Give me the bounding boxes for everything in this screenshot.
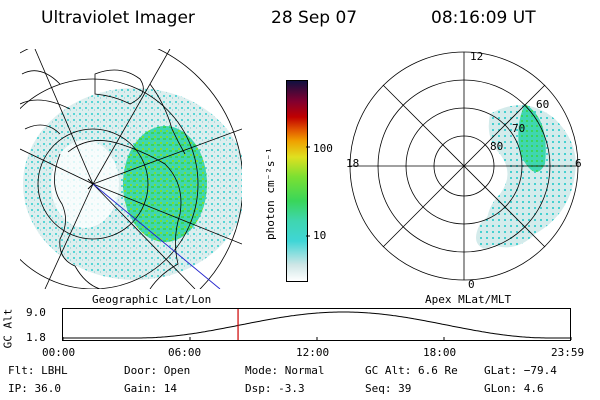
lat-label-70: 70 (512, 122, 525, 135)
app-title: Ultraviolet Imager (41, 8, 195, 28)
colorbar (286, 80, 308, 282)
altitude-curve (63, 311, 571, 339)
aurora-oval-region (486, 105, 576, 248)
altitude-ylabel: GC Alt (1, 308, 15, 349)
colorbar-tick-100-label: 100 (313, 142, 333, 155)
aurora-bright-region (123, 126, 207, 242)
colorbar-tick-10-label: 10 (313, 229, 327, 242)
colorbar-axis: 100 10 photon cm⁻²s⁻¹ (264, 146, 310, 240)
altitude-ymin: 1.8 (26, 331, 46, 344)
time-label: 08:16:09 UT (431, 8, 536, 28)
lat-label-80: 80 (490, 140, 503, 153)
geographic-caption: Geographic Lat/Lon (92, 293, 212, 306)
mlt-label-12: 12 (470, 50, 483, 63)
info-glat: GLat: −79.4 (484, 364, 557, 377)
info-glon: GLon: 4.6 (484, 382, 544, 395)
info-mode: Mode: Normal (245, 364, 325, 377)
mlt-label-18: 18 (346, 157, 359, 170)
info-gc-alt: GC Alt: 6.6 Re (365, 364, 458, 377)
info-ip: IP: 36.0 (8, 382, 61, 395)
info-gain: Gain: 14 (124, 382, 177, 395)
info-door: Door: Open (124, 364, 191, 377)
satellite-track-line (92, 183, 221, 289)
altitude-ylabel-wrap: GC Alt (0, 306, 15, 350)
mlt-label-0: 0 (468, 278, 475, 291)
x-tick-1200: 12:00 (296, 346, 330, 359)
magnetic-polar-plot: 12 18 6 0 60 70 80 (346, 50, 582, 291)
info-seq: Seq: 39 (365, 382, 412, 395)
x-tick-0000: 00:00 (42, 346, 76, 359)
altitude-plot (62, 308, 572, 341)
altitude-ymax: 9.0 (26, 306, 46, 319)
x-tick-2359: 23:59 (551, 346, 585, 359)
coastline-outline (20, 69, 186, 289)
date-label: 28 Sep 07 (271, 8, 358, 28)
lat-label-60: 60 (536, 98, 549, 111)
info-dsp: Dsp: -3.3 (245, 382, 305, 395)
apex-caption: Apex MLat/MLT (425, 293, 512, 306)
x-tick-0600: 06:00 (168, 346, 202, 359)
mlt-label-6: 6 (575, 157, 582, 170)
geographic-map-panel (20, 49, 242, 289)
info-flt: Flt: LBHL (8, 364, 68, 377)
colorbar-unit-label: photon cm⁻²s⁻¹ (264, 147, 277, 240)
x-tick-1800: 18:00 (423, 346, 457, 359)
